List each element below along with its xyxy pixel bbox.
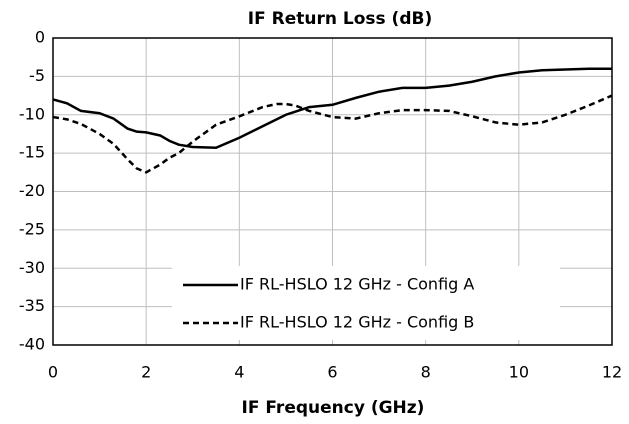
series-line <box>52 94 613 174</box>
x-tick-label: 0 <box>48 363 58 382</box>
y-tick-label: -20 <box>19 181 45 200</box>
x-tick-label: 12 <box>602 363 622 382</box>
y-tick-label: -15 <box>19 143 45 162</box>
x-tick-label: 10 <box>509 363 529 382</box>
series-line <box>52 67 612 150</box>
y-tick-label: -40 <box>19 335 45 354</box>
y-tick-label: -30 <box>19 258 45 277</box>
y-tick-label: -25 <box>19 219 45 238</box>
y-tick-label: 0 <box>35 28 45 47</box>
x-tick-label: 2 <box>141 363 151 382</box>
y-tick-label: -5 <box>29 66 45 85</box>
legend-label: IF RL-HSLO 12 GHz - Config A <box>240 275 474 294</box>
x-tick-label: 6 <box>327 363 337 382</box>
chart-title: IF Return Loss (dB) <box>248 9 432 29</box>
legend-label: IF RL-HSLO 12 GHz - Config B <box>240 313 474 332</box>
y-tick-label: -35 <box>19 296 45 315</box>
x-tick-label: 8 <box>421 363 431 382</box>
legend <box>172 266 560 340</box>
y-tick-label: -10 <box>19 104 45 123</box>
x-axis-label: IF Frequency (GHz) <box>242 398 425 418</box>
plot-border <box>52 37 613 346</box>
x-tick-label: 4 <box>234 363 244 382</box>
